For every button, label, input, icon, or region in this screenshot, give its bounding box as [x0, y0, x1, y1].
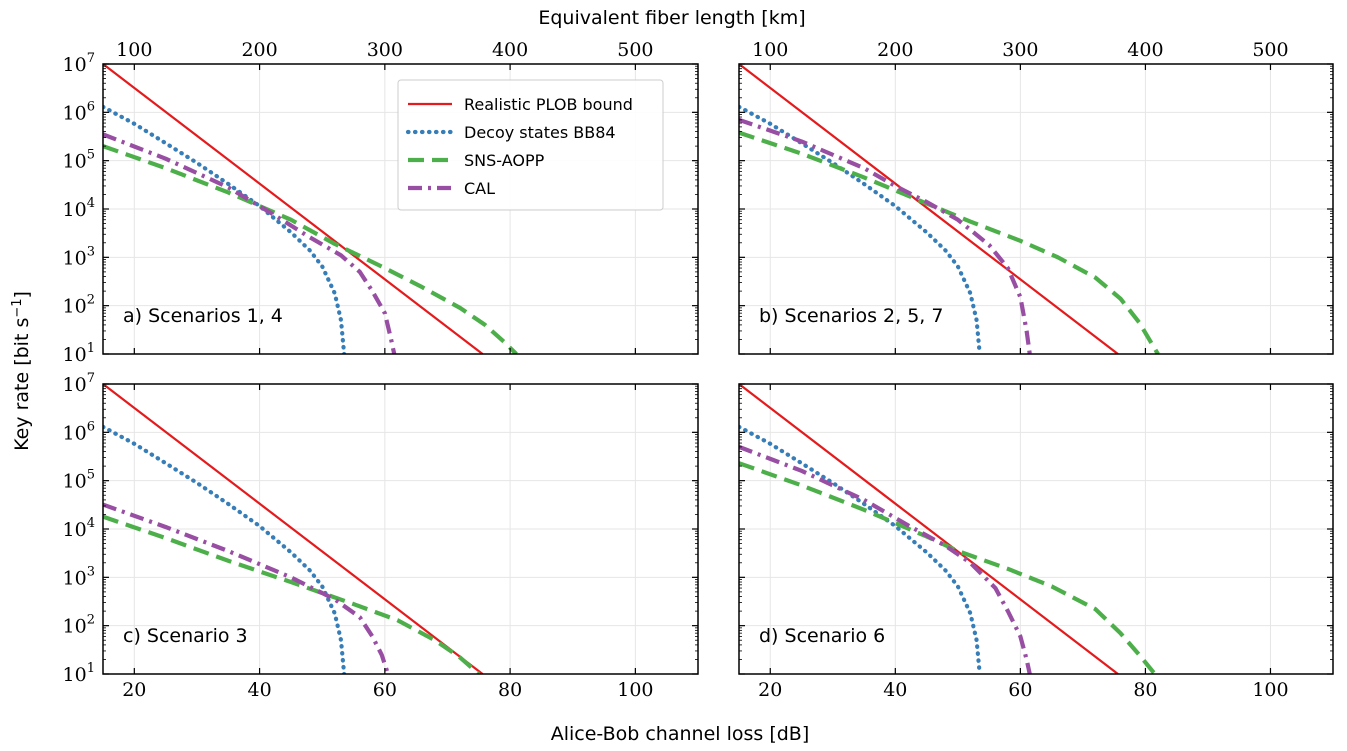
series-bb84-line [103, 424, 347, 674]
top-x-tick-label: 500 [617, 39, 653, 61]
top-x-tick-label: 200 [877, 39, 913, 61]
x-tick-label: 80 [498, 679, 522, 701]
legend-label-plob: Realistic PLOB bound [464, 95, 633, 114]
x-tick-label: 40 [247, 679, 271, 701]
legend-box [397, 79, 664, 211]
y-tick-label: 104 [63, 516, 95, 541]
x-tick-label: 60 [373, 679, 397, 701]
top-x-tick-label: 400 [1127, 39, 1163, 61]
x-tick-label: 20 [122, 679, 146, 701]
x-tick-label: 100 [1252, 679, 1288, 701]
top-x-tick-label: 500 [1252, 39, 1288, 61]
series-bb84-line [103, 104, 347, 354]
x-tick-label: 100 [617, 679, 653, 701]
series-sns-line [739, 461, 1157, 674]
legend-label-bb84: Decoy states BB84 [464, 123, 616, 142]
top-x-tick-label: 100 [116, 39, 152, 61]
top-x-tick-label: 300 [1002, 39, 1038, 61]
top-x-tick-label: 200 [241, 39, 277, 61]
y-tick-label: 106 [63, 99, 95, 124]
y-axis-title-main: Key rate [bit s [11, 318, 33, 451]
y-tick-label: 107 [63, 51, 95, 76]
series-plob-line [103, 64, 484, 354]
top-x-tick-label: 300 [367, 39, 403, 61]
x-tick-label: 60 [1008, 679, 1032, 701]
top-x-tick-label: 100 [752, 39, 788, 61]
y-tick-label: 104 [63, 196, 95, 221]
y-tick-label: 102 [63, 293, 95, 318]
panel-3: 20 40 60 80 100 101 102 103 104 105 106 107 c) Scena… [63, 371, 699, 701]
panel-4: 20 40 60 80 100 d) Scenario 6 [738, 383, 1334, 701]
y-tick-label: 105 [63, 468, 95, 493]
x-tick-label: 20 [758, 679, 782, 701]
panel-1: 100 200 300 400 500 101 102 103 104 105 106 107 a) S… [63, 39, 699, 366]
x-tick-label: 40 [883, 679, 907, 701]
series-plob-line [739, 64, 1119, 354]
series-plob-line [739, 384, 1119, 674]
legend-label-cal: CAL [464, 179, 495, 198]
series-cal-line [103, 502, 390, 674]
series-bb84-line [739, 424, 982, 674]
series-bb84-line [739, 104, 982, 354]
y-tick-label: 107 [63, 371, 95, 396]
panels: 100 200 300 400 500 101 102 103 104 105 106 107 a) S… [63, 39, 1334, 701]
panel-label: b) Scenarios 2, 5, 7 [759, 305, 943, 327]
y-tick-label: 103 [63, 244, 95, 269]
series-cal-line [739, 444, 1032, 674]
series-group [103, 384, 484, 674]
y-tick-label: 101 [63, 341, 95, 366]
series-plob-line [103, 384, 484, 674]
x-tick-label: 80 [1133, 679, 1157, 701]
series-group [739, 64, 1160, 354]
top-x-axis-title: Equivalent fiber length [km] [538, 7, 805, 29]
y-tick-label: 105 [63, 148, 95, 173]
series-group [103, 64, 518, 354]
panel-2: 100 200 300 400 500 b) Scenarios 2, 5, 7 [738, 39, 1334, 355]
top-x-tick-label: 400 [492, 39, 528, 61]
y-tick-label: 106 [63, 419, 95, 444]
legend-label-sns: SNS-AOPP [464, 151, 545, 170]
series-group [739, 384, 1157, 674]
y-axis-title-end: ] [11, 291, 33, 298]
series-cal-line [103, 132, 397, 354]
series-cal-line [739, 117, 1032, 354]
series-sns-line [103, 144, 518, 354]
legend: Realistic PLOB bound Decoy states BB84 SNS… [397, 79, 664, 211]
panel-label: a) Scenarios 1, 4 [123, 305, 283, 327]
y-axis-title-sup: −1 [10, 298, 25, 317]
series-sns-line [103, 514, 481, 674]
y-tick-label: 101 [63, 661, 95, 686]
y-axis-title: Key rate [bit s−1] [10, 291, 33, 451]
x-axis-title: Alice-Bob channel loss [dB] [551, 723, 810, 745]
y-tick-label: 103 [63, 564, 95, 589]
panel-label: c) Scenario 3 [123, 625, 248, 647]
y-tick-label: 102 [63, 613, 95, 638]
series-sns-line [739, 130, 1160, 354]
panel-label: d) Scenario 6 [759, 625, 885, 647]
